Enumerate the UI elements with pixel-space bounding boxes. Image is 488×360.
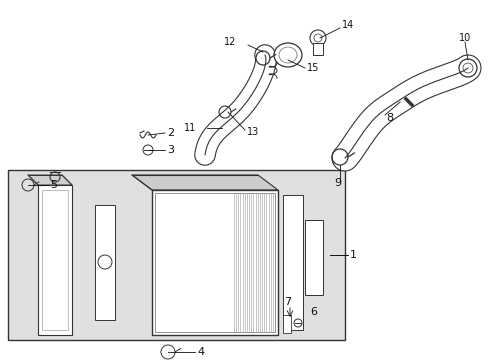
Bar	[312, 43, 323, 55]
Text: 3: 3	[167, 145, 174, 155]
Text: 9: 9	[333, 178, 341, 188]
Text: 1: 1	[349, 250, 356, 260]
Text: 6: 6	[309, 307, 316, 317]
Text: 10: 10	[458, 33, 470, 43]
Text: 11: 11	[183, 123, 196, 133]
Text: 7: 7	[284, 297, 290, 307]
Bar	[283, 195, 303, 330]
Polygon shape	[28, 175, 72, 185]
Ellipse shape	[273, 43, 302, 67]
Text: 12: 12	[223, 37, 236, 47]
Bar	[38, 185, 72, 335]
Bar	[8, 170, 345, 340]
Text: 15: 15	[306, 63, 319, 73]
Text: 5: 5	[50, 180, 57, 190]
Text: 2: 2	[167, 128, 174, 138]
Text: 13: 13	[246, 127, 259, 137]
Bar	[283, 315, 290, 333]
Bar	[42, 190, 68, 330]
Text: 8: 8	[385, 113, 392, 123]
Bar	[305, 220, 323, 295]
Bar	[155, 193, 274, 332]
Bar	[95, 205, 115, 320]
Bar	[152, 190, 278, 335]
Polygon shape	[132, 175, 278, 190]
Text: 4: 4	[197, 347, 203, 357]
Text: 14: 14	[341, 20, 353, 30]
